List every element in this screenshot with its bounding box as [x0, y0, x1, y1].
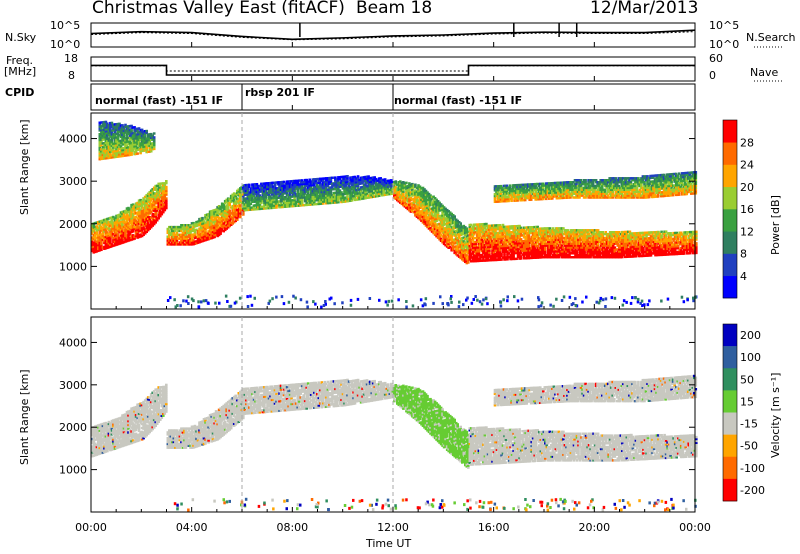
xtick-label-2: 08:00	[276, 521, 308, 534]
cpid-segment-2: rbsp 201 IF	[245, 86, 315, 99]
ytick-label-power-4000: 4000	[59, 133, 87, 146]
power-pixels	[91, 120, 698, 309]
xtick-label-4: 16:00	[478, 521, 510, 534]
xtick-label-1: 04:00	[176, 521, 208, 534]
nsearch-label: N.Search	[746, 31, 796, 44]
colorbar-tick-velocity-5: -50	[740, 440, 758, 453]
colorbar-segment-power-2	[723, 231, 737, 254]
colorbar-tick-velocity-3: 15	[740, 395, 754, 408]
colorbar-tick-power-5: 24	[740, 159, 754, 172]
ytick-label-velocity-3000: 3000	[59, 379, 87, 392]
colorbar-segment-velocity-6	[723, 456, 737, 480]
freq-label-line2: [MHz]	[4, 65, 37, 78]
colorbar-segment-power-5	[723, 164, 737, 188]
colorbar-tick-velocity-0: 200	[740, 329, 761, 342]
velocity-pixels	[91, 374, 698, 512]
nsky-label: N.Sky	[5, 31, 37, 44]
beam-label: Beam 18	[356, 0, 433, 18]
colorbar-tick-velocity-6: -100	[740, 462, 765, 475]
date-label: 12/Mar/2013	[590, 0, 699, 18]
ytick-label-velocity-2000: 2000	[59, 421, 87, 434]
ytick-label-power-2000: 2000	[59, 218, 87, 231]
colorbar-segment-power-1	[723, 253, 737, 277]
chart-title: Christmas Valley East (fitACF)	[92, 0, 345, 18]
colorbar-segment-power-4	[723, 186, 737, 210]
ytick-label-velocity-4000: 4000	[59, 336, 87, 349]
ytick-label-power-1000: 1000	[59, 260, 87, 273]
colorbar-segment-velocity-2	[723, 368, 737, 391]
colorbar-tick-velocity-2: 50	[740, 373, 754, 386]
cpid-segment-3: normal (fast) -151 IF	[394, 94, 523, 107]
xtick-label-3: 12:00	[377, 521, 409, 534]
nave-tick-high: 60	[709, 52, 723, 65]
nsearch-tick-low: 10^0	[709, 38, 740, 51]
freq-tick-high: 18	[64, 52, 78, 65]
ytick-label-power-3000: 3000	[59, 175, 87, 188]
ytick-label-velocity-1000: 1000	[59, 464, 87, 477]
nsky-tick-high: 10^5	[50, 19, 81, 32]
colorbar-segment-power-7	[723, 120, 737, 143]
colorbar-segment-power-3	[723, 209, 737, 232]
series-line-freq	[91, 64, 695, 76]
nsky-tick-low: 10^0	[50, 38, 81, 51]
colorbar-tick-power-6: 28	[740, 136, 754, 149]
colorbar-segment-velocity-4	[723, 412, 737, 435]
colorbar-tick-power-2: 12	[740, 225, 754, 238]
xtick-label-5: 20:00	[578, 521, 610, 534]
freq-label-line1: Freq.	[6, 54, 34, 67]
series-line-nave	[91, 65, 695, 72]
cpid-segment-1: normal (fast) -151 IF	[95, 94, 224, 107]
colorbar-segment-power-6	[723, 142, 737, 165]
colorbar-tick-power-4: 20	[740, 181, 754, 194]
colorbar-frame-velocity	[722, 323, 738, 502]
nave-tick-low: 0	[709, 69, 716, 82]
colorbar-segment-velocity-7	[723, 478, 737, 502]
colorbar-segment-velocity-3	[723, 390, 737, 413]
nave-label: Nave	[750, 66, 779, 79]
colorbar-tick-velocity-1: 100	[740, 351, 761, 364]
colorbar-frame-power	[722, 119, 738, 299]
colorbar-segment-velocity-0	[723, 324, 737, 347]
series-line-nsearch	[90, 31, 696, 41]
x-axis-title: Time UT	[366, 537, 412, 550]
colorbar-tick-power-3: 16	[740, 203, 754, 216]
nsearch-tick-high: 10^5	[709, 19, 740, 32]
cpid-label: CPID	[5, 86, 35, 99]
colorbar-tick-power-1: 8	[740, 248, 747, 261]
series-line-nsky	[90, 29, 696, 41]
freq-tick-low: 8	[68, 69, 75, 82]
colorbar-tick-velocity-7: -200	[740, 484, 765, 497]
colorbar-segment-velocity-5	[723, 434, 737, 458]
colorbar-tick-power-0: 4	[740, 270, 747, 283]
xtick-label-0: 00:00	[75, 521, 107, 534]
colorbar-segment-velocity-1	[723, 346, 737, 369]
colorbar-segment-power-0	[723, 275, 737, 299]
xtick-label-6: 00:00	[679, 521, 711, 534]
colorbar-tick-velocity-4: -15	[740, 418, 758, 431]
